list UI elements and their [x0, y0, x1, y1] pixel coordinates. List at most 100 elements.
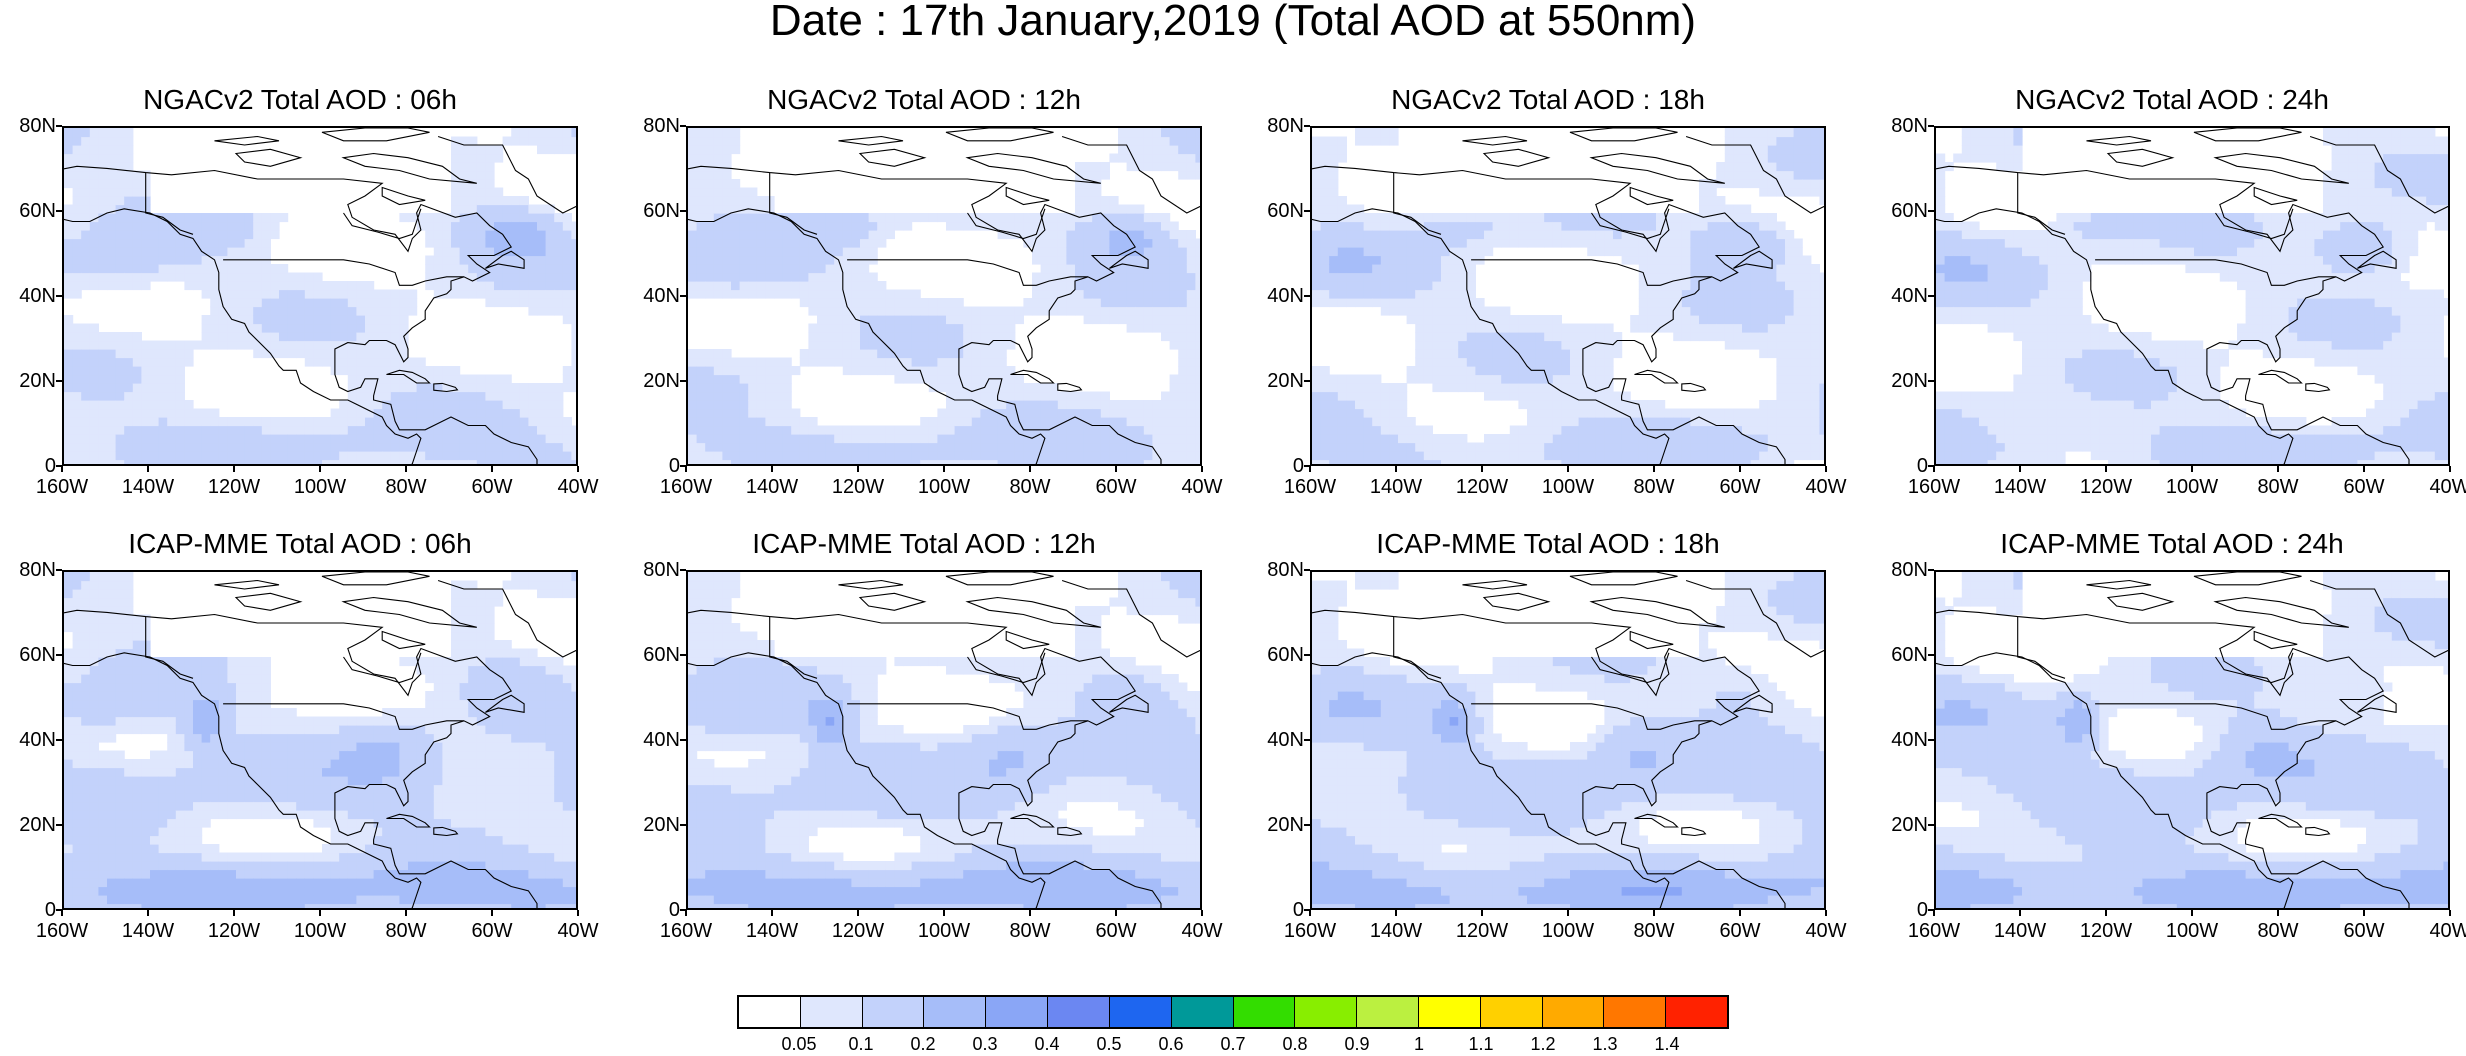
panel-title: ICAP-MME Total AOD : 24h	[2000, 528, 2344, 559]
island-outline	[381, 630, 426, 650]
map-plot-area	[62, 570, 578, 910]
longitude-tick	[1115, 466, 1117, 472]
latitude-label: 20N	[19, 370, 56, 392]
island-outline	[1589, 596, 1725, 628]
coastline	[1591, 652, 1670, 684]
longitude-tick	[1481, 466, 1483, 472]
island-outline	[1482, 148, 1551, 167]
colorbar-label: 1.4	[1654, 1034, 1680, 1054]
latitude-tick	[56, 824, 62, 826]
map-panel: ICAP-MME Total AOD : 18h 80N 60N 40N 20N 0 160…	[1248, 528, 1848, 968]
latitude-label: 60N	[1891, 644, 1928, 666]
longitude-label: 160W	[1907, 476, 1961, 498]
aod-map	[688, 128, 1200, 464]
latitude-label: 80N	[643, 559, 680, 581]
panel-title: NGACv2 Total AOD : 24h	[2015, 84, 2329, 115]
longitude-tick	[1029, 466, 1031, 472]
coastline	[1393, 172, 1442, 235]
longitude-label: 40W	[557, 920, 599, 942]
longitude-tick	[233, 466, 235, 472]
island-outline	[433, 382, 459, 393]
latitude-label: 0	[1292, 455, 1304, 477]
island-outline	[945, 572, 1054, 586]
colorbar-label: 0.5	[1096, 1034, 1122, 1054]
panel-title: ICAP-MME Total AOD : 12h	[752, 528, 1096, 559]
longitude-tick	[2277, 910, 2279, 916]
latitude-label: 80N	[643, 115, 680, 137]
island-outline	[1482, 592, 1551, 611]
latitude-tick	[56, 465, 62, 467]
longitude-label: 80W	[1009, 920, 1051, 942]
coastline	[334, 357, 538, 464]
latitude-tick	[680, 125, 686, 127]
latitude-label: 40N	[1267, 285, 1304, 307]
colorbar-label: 0.3	[972, 1034, 998, 1054]
coastline	[145, 616, 194, 679]
longitude-label: 80W	[385, 920, 427, 942]
island-outline	[2106, 592, 2175, 611]
longitude-label: 40W	[1181, 920, 1223, 942]
longitude-tick	[319, 910, 321, 916]
longitude-tick	[2277, 466, 2279, 472]
latitude-tick	[1928, 909, 1934, 911]
longitude-label: 140W	[745, 476, 799, 498]
latitude-label: 0	[668, 455, 680, 477]
latitude-tick	[680, 739, 686, 741]
longitude-label: 40W	[2429, 920, 2466, 942]
latitude-tick	[680, 654, 686, 656]
latitude-tick	[680, 295, 686, 297]
longitude-tick	[943, 910, 945, 916]
coastline	[967, 652, 1046, 684]
longitude-label: 140W	[121, 920, 175, 942]
coastline	[1312, 609, 1761, 807]
latitude-label: 40N	[643, 729, 680, 751]
colorbar-swatch	[1357, 997, 1419, 1027]
longitude-tick	[685, 466, 687, 472]
longitude-label: 140W	[1993, 920, 2047, 942]
longitude-label: 160W	[35, 920, 89, 942]
island-outline	[341, 596, 477, 628]
colorbar-label: 0.6	[1158, 1034, 1184, 1054]
panel-title: ICAP-MME Total AOD : 06h	[128, 528, 472, 559]
longitude-label: 60W	[1719, 476, 1761, 498]
panel-title: NGACv2 Total AOD : 18h	[1391, 84, 1705, 115]
longitude-label: 140W	[121, 476, 175, 498]
coastline	[1685, 579, 1824, 658]
map-panel: NGACv2 Total AOD : 12h 80N 60N 40N 20N 0 160W 1…	[624, 84, 1224, 524]
coastline	[1312, 652, 1670, 908]
coastline	[1393, 616, 1442, 679]
longitude-tick	[1201, 910, 1203, 916]
longitude-tick	[1395, 910, 1397, 916]
coastline	[1936, 609, 2385, 807]
coastline	[64, 609, 513, 807]
latitude-label: 60N	[1267, 200, 1304, 222]
island-outline	[1109, 250, 1149, 269]
coastline	[2017, 616, 2066, 679]
island-outline	[1733, 694, 1773, 713]
coastline	[1936, 652, 2294, 908]
island-outline	[2086, 135, 2152, 146]
latitude-label: 0	[668, 899, 680, 921]
latitude-tick	[1304, 210, 1310, 212]
coastline	[958, 357, 1162, 464]
aod-field	[688, 572, 1200, 908]
longitude-label: 80W	[1009, 476, 1051, 498]
latitude-label: 60N	[643, 200, 680, 222]
island-outline	[2106, 148, 2175, 167]
latitude-tick	[1304, 125, 1310, 127]
island-outline	[341, 152, 477, 184]
longitude-label: 100W	[917, 920, 971, 942]
island-outline	[1057, 826, 1083, 837]
longitude-label: 160W	[1283, 476, 1337, 498]
longitude-tick	[319, 466, 321, 472]
latitude-label: 60N	[1267, 644, 1304, 666]
island-outline	[2213, 152, 2349, 184]
longitude-label: 140W	[1369, 476, 1423, 498]
longitude-label: 100W	[1541, 476, 1595, 498]
map-plot-area	[686, 570, 1202, 910]
longitude-label: 80W	[385, 476, 427, 498]
colorbar-label: 1.1	[1468, 1034, 1494, 1054]
longitude-tick	[685, 910, 687, 916]
island-outline	[1629, 186, 1674, 206]
map-panel: ICAP-MME Total AOD : 06h 80N 60N 40N 20N 0 160…	[0, 528, 600, 968]
